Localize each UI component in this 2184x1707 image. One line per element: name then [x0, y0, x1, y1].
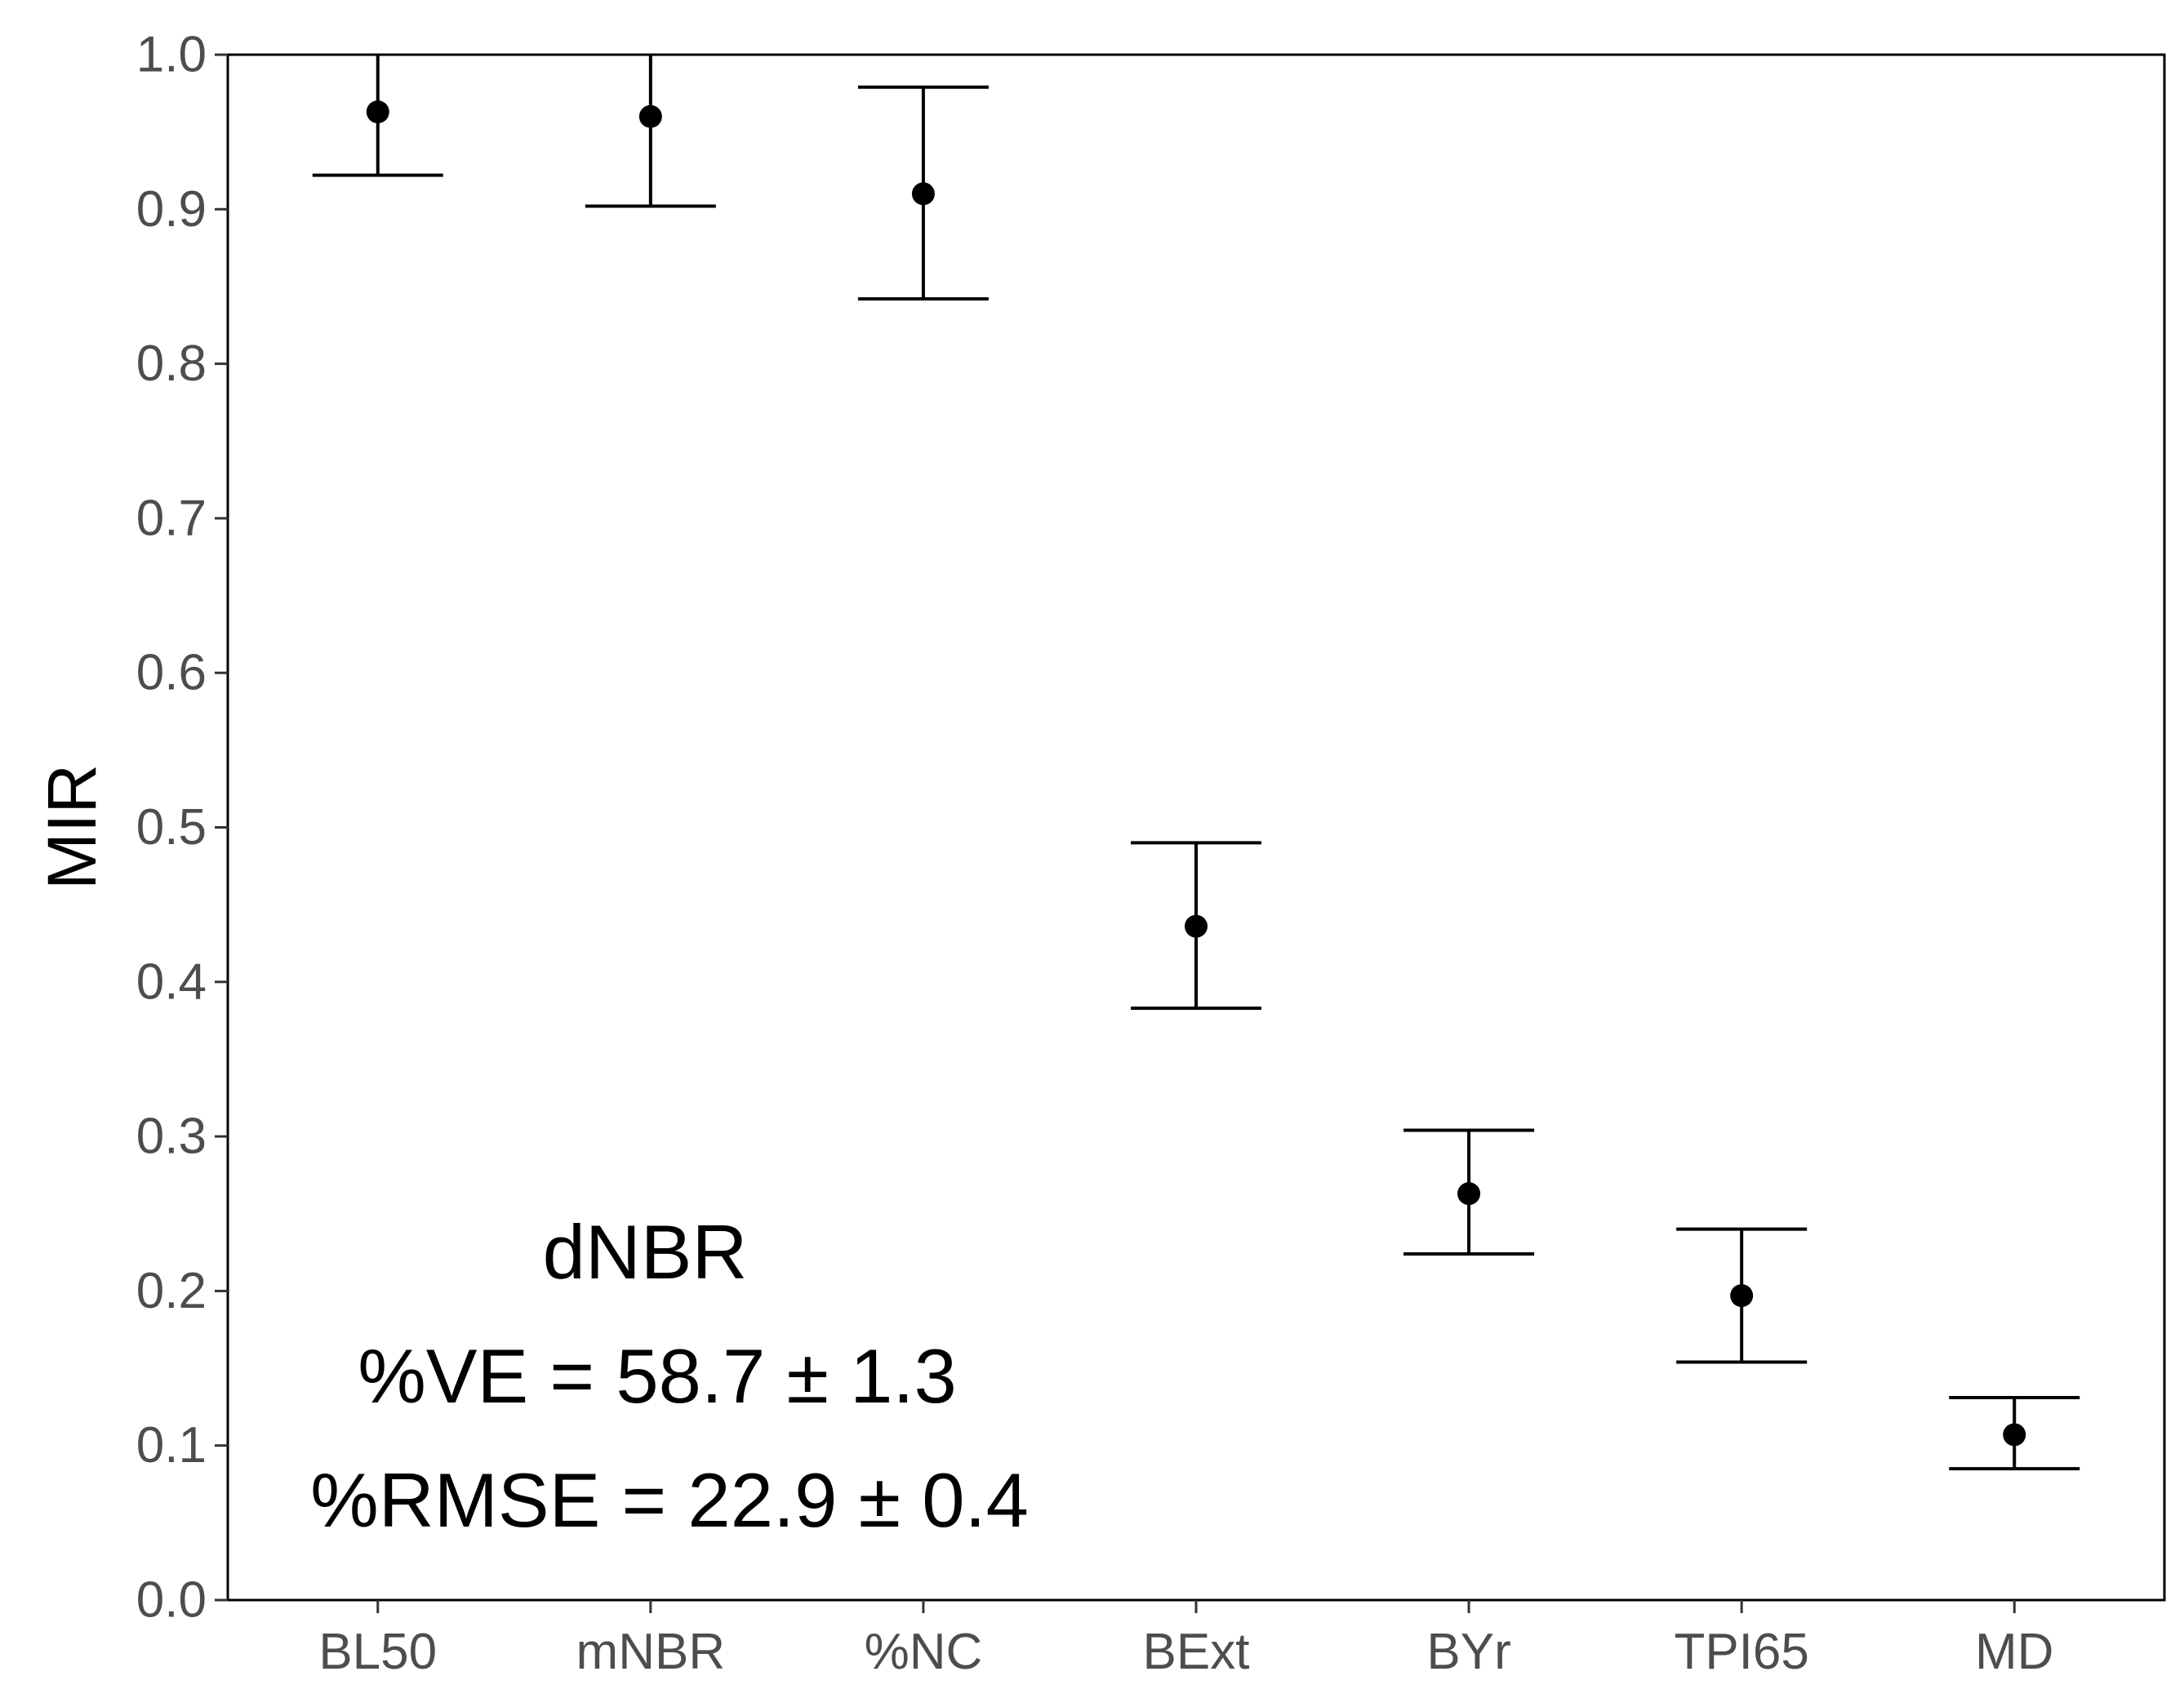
- y-tick-label: 0.3: [136, 1109, 207, 1165]
- data-point: [911, 182, 935, 206]
- y-tick-label: 0.9: [136, 181, 207, 238]
- y-tick-label: 0.8: [136, 336, 207, 392]
- data-point: [2003, 1423, 2026, 1447]
- x-tick-label: mNBR: [576, 1624, 726, 1680]
- y-tick-label: 0.0: [136, 1572, 207, 1629]
- y-tick-label: 1.0: [136, 27, 207, 83]
- plot-panel: [226, 53, 2166, 1602]
- data-point: [366, 100, 389, 124]
- y-tick-label: 0.2: [136, 1263, 207, 1319]
- y-tick-label: 0.6: [136, 645, 207, 701]
- data-point: [1185, 914, 1208, 938]
- x-tick-label: BExt: [1143, 1624, 1250, 1680]
- data-point: [1730, 1284, 1754, 1308]
- x-tick-label: MD: [1975, 1624, 2053, 1680]
- annotation-ve: %VE = 58.7 ± 1.3: [358, 1333, 957, 1419]
- y-tick-label: 0.5: [136, 799, 207, 856]
- x-tick-label: TPI65: [1674, 1624, 1808, 1680]
- data-point: [1457, 1182, 1481, 1206]
- annotation-title: dNBR: [543, 1209, 748, 1295]
- x-axis: BL50 mNBR %NC BExt BYr TPI65 MD: [318, 1600, 2053, 1680]
- data-marks: [312, 55, 2080, 1471]
- x-tick-label: %NC: [865, 1624, 983, 1680]
- y-axis: 0.0 0.1 0.2 0.3 0.4 0.5 0.6 0.7 0.8 0.9 1.0: [136, 27, 228, 1629]
- data-point: [638, 104, 662, 128]
- x-tick-label: BL50: [318, 1624, 437, 1680]
- y-tick-label: 0.1: [136, 1417, 207, 1474]
- x-tick-label: BYr: [1426, 1624, 1510, 1680]
- y-tick-label: 0.7: [136, 490, 207, 546]
- annotation-rmse: %RMSE = 22.9 ± 0.4: [310, 1457, 1029, 1543]
- y-tick-label: 0.4: [136, 954, 207, 1010]
- y-axis-title: MIR: [33, 764, 110, 890]
